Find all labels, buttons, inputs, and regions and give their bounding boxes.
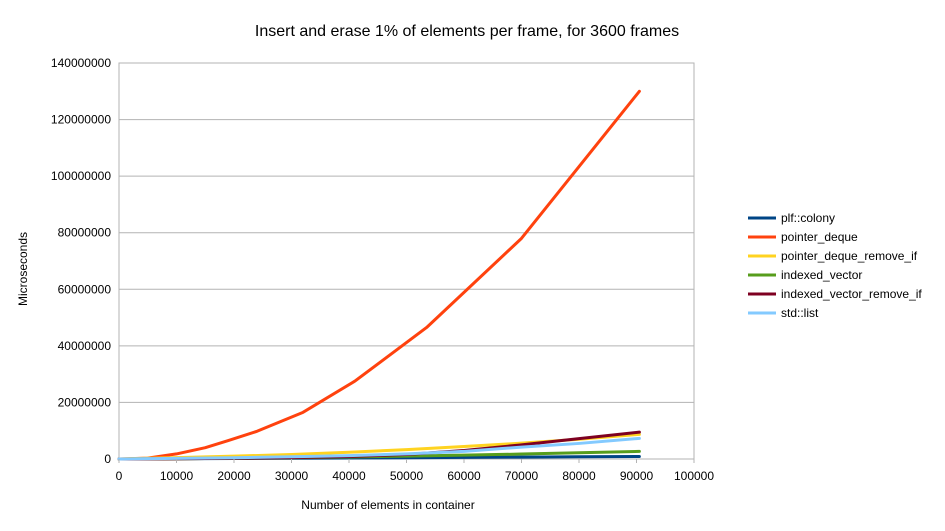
legend-label: pointer_deque_remove_if: [781, 249, 918, 263]
x-tick-label: 30000: [275, 469, 309, 483]
x-tick-label: 20000: [217, 469, 251, 483]
x-tick-label: 70000: [505, 469, 539, 483]
legend-label: std::list: [781, 306, 819, 320]
series-line-std-list: [117, 436, 641, 461]
y-tick-label: 80000000: [58, 226, 112, 240]
y-axis-title: Microseconds: [16, 232, 30, 306]
series-lines: [117, 89, 641, 461]
series-line-pointer-deque: [117, 89, 641, 461]
x-axis-ticks: 0 10000 20000 30000 40000 50000 60000 70000 8000…: [116, 459, 714, 483]
y-tick-label: 120000000: [51, 113, 111, 127]
y-tick-label: 0: [104, 452, 111, 466]
legend-label: plf::colony: [781, 211, 835, 225]
x-tick-label: 0: [116, 469, 123, 483]
x-tick-label: 40000: [332, 469, 366, 483]
x-tick-label: 50000: [390, 469, 424, 483]
gridlines: [119, 62, 694, 460]
plot-area-border: [118, 62, 695, 460]
y-axis-ticks: 0 20000000 40000000 60000000 80000000 1000000…: [51, 56, 111, 466]
legend: plf::colonypointer_dequepointer_deque_re…: [748, 211, 922, 320]
legend-label: indexed_vector: [781, 268, 862, 282]
legend-label: pointer_deque: [781, 230, 858, 244]
legend-label: indexed_vector_remove_if: [781, 287, 922, 301]
y-tick-label: 40000000: [58, 339, 112, 353]
y-tick-label: 20000000: [58, 395, 112, 409]
chart-title: Insert and erase 1% of elements per fram…: [255, 23, 679, 40]
x-tick-label: 90000: [620, 469, 654, 483]
x-tick-label: 60000: [447, 469, 481, 483]
y-tick-label: 140000000: [51, 56, 111, 70]
x-tick-label: 10000: [160, 469, 194, 483]
y-tick-label: 60000000: [58, 282, 112, 296]
x-tick-label: 100000: [674, 469, 714, 483]
y-tick-label: 100000000: [51, 169, 111, 183]
x-tick-label: 80000: [562, 469, 596, 483]
x-axis-title: Number of elements in container: [301, 498, 474, 512]
